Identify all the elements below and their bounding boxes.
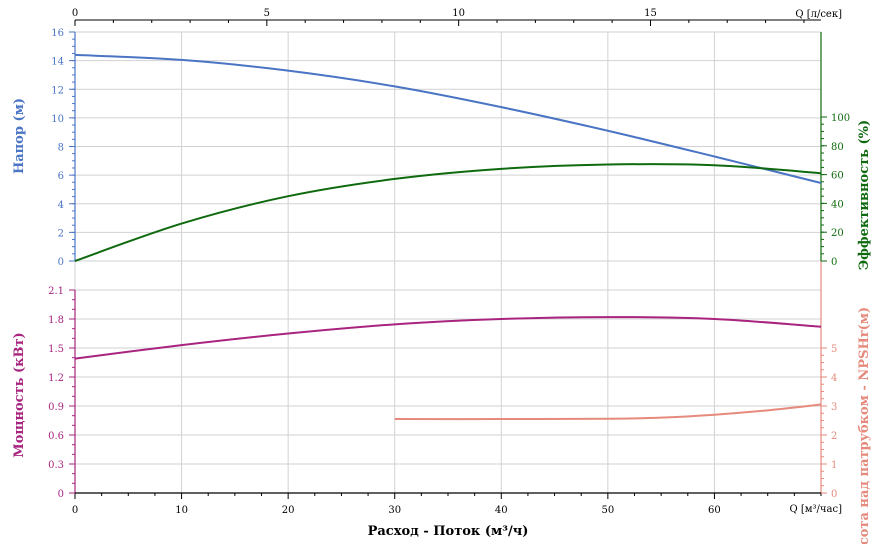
head-curve: [74, 53, 822, 184]
x-tick-label: 10: [175, 505, 188, 516]
tick-group: 0 10 20 30 40 50 600 5 10 15024681012141600.30.60…: [48, 8, 850, 516]
x-tick-label: 20: [282, 505, 295, 516]
efficiency-tick-label: 40: [831, 199, 844, 210]
npsh-tick-label: 5: [831, 344, 837, 355]
x2-axis-unit-label: Q [л/сек]: [795, 9, 842, 20]
power-tick-label: 1.8: [48, 315, 64, 326]
efficiency-tick-label: 20: [831, 228, 844, 239]
power-tick-label: 0: [58, 489, 64, 500]
head-tick-label: 4: [58, 200, 64, 211]
power-axis-title: Мощность (кВт): [12, 332, 27, 457]
plot-frame: [74, 19, 822, 494]
grid: [74, 31, 821, 494]
head-tick-label: 2: [58, 228, 64, 239]
power-tick-label: 0.9: [48, 402, 64, 413]
efficiency-tick-label: 80: [831, 142, 844, 153]
npsh-curve: [394, 403, 822, 421]
x-tick-label: 40: [495, 505, 508, 516]
power-tick-label: 2.1: [48, 286, 64, 297]
power-curve: [74, 316, 822, 360]
x2-tick-label: 0: [72, 8, 78, 19]
head-tick-label: 8: [58, 143, 64, 154]
npsh-tick-label: 2: [831, 431, 837, 442]
x-tick-label: 30: [388, 505, 401, 516]
power-tick-label: 1.5: [48, 344, 64, 355]
efficiency-tick-label: 60: [831, 171, 844, 182]
head-tick-label: 14: [51, 57, 64, 68]
efficiency-tick-label: 0: [831, 257, 837, 268]
x-tick-label: 60: [708, 505, 721, 516]
efficiency-tick-label: 100: [831, 113, 850, 124]
npsh-tick-label: 3: [831, 402, 837, 413]
efficiency-curve: [74, 163, 822, 262]
x2-tick-label: 15: [644, 8, 657, 19]
head-tick-label: 6: [58, 171, 64, 182]
x-axis-unit-label: Q [м³/час]: [789, 504, 842, 515]
x2-tick-label: 10: [452, 8, 465, 19]
npsh-tick-label: 0: [831, 489, 837, 500]
series-group: [74, 53, 822, 421]
x-tick-label: 0: [72, 505, 78, 516]
efficiency-axis-title: Эффективность (%): [857, 120, 872, 270]
npsh-axis-title: Высота над патрубком - NPSHr(м): [857, 307, 872, 544]
head-tick-label: 16: [51, 28, 64, 39]
head-tick-label: 12: [51, 85, 64, 96]
power-tick-label: 0.3: [48, 460, 64, 471]
npsh-tick-label: 4: [831, 373, 837, 384]
x2-tick-label: 5: [264, 8, 270, 19]
power-tick-label: 0.6: [48, 431, 64, 442]
npsh-tick-label: 1: [831, 460, 837, 471]
x-axis-title: Расход - Поток (м³/ч): [368, 524, 529, 539]
power-tick-label: 1.2: [48, 373, 64, 384]
head-axis-title: Напор (м): [12, 98, 27, 174]
x-tick-label: 50: [601, 505, 614, 516]
head-tick-label: 0: [58, 257, 64, 268]
head-tick-label: 10: [51, 114, 64, 125]
